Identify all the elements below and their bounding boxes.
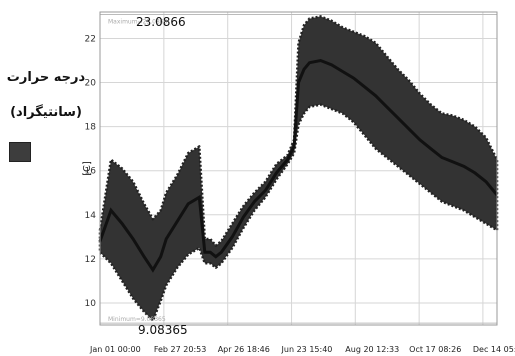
maximum-line-label: Maximum=23.0866	[108, 18, 168, 25]
mean-temperature-line	[98, 58, 499, 273]
temperature-range-band	[98, 15, 499, 322]
y-tick-label: 10	[85, 299, 97, 309]
y-tick-label: 22	[85, 34, 96, 44]
data-band	[98, 15, 499, 322]
plot-frame	[99, 11, 498, 326]
minimum-value-label: 9.08365	[138, 323, 188, 337]
maximum-value-label: 23.0866	[136, 15, 186, 29]
legend-swatch	[9, 142, 31, 162]
legend-title-line1: درجه حرارت	[6, 70, 86, 85]
x-tick-label: Apr 26 18:46	[218, 345, 270, 354]
x-tick-label: Aug 20 12:33	[345, 345, 399, 354]
y-tick-label: 16	[85, 167, 97, 177]
y-tick-label: 20	[85, 79, 97, 89]
x-tick-label: Jan 01 00:00	[89, 345, 141, 354]
x-tick-label: Feb 27 20:53	[154, 345, 206, 354]
x-tick-label: Jun 23 15:40	[281, 345, 333, 354]
y-tick-label: 14	[85, 211, 97, 221]
legend-title-line2: (سانتیگراد)	[10, 105, 82, 120]
x-tick-label: Oct 17 08:26	[409, 345, 461, 354]
y-axis-label: [C]	[82, 161, 93, 176]
legend: درجه حرارت (سانتیگراد)	[0, 0, 92, 200]
minimum-line-label: Minimum=9.08365	[108, 316, 166, 323]
y-tick-label: 18	[85, 123, 97, 133]
reference-lines: Maximum=23.0866 Minimum=9.08365	[100, 13, 497, 324]
y-tick-label: 12	[85, 255, 96, 265]
x-tick-label: Dec 14 05:20	[473, 345, 515, 354]
x-axis-ticks: Jan 01 00:00 Feb 27 20:53 Apr 26 18:46 Jun …	[89, 345, 515, 354]
y-axis-ticks: 10 12 14 16 18 20 22	[85, 34, 97, 309]
